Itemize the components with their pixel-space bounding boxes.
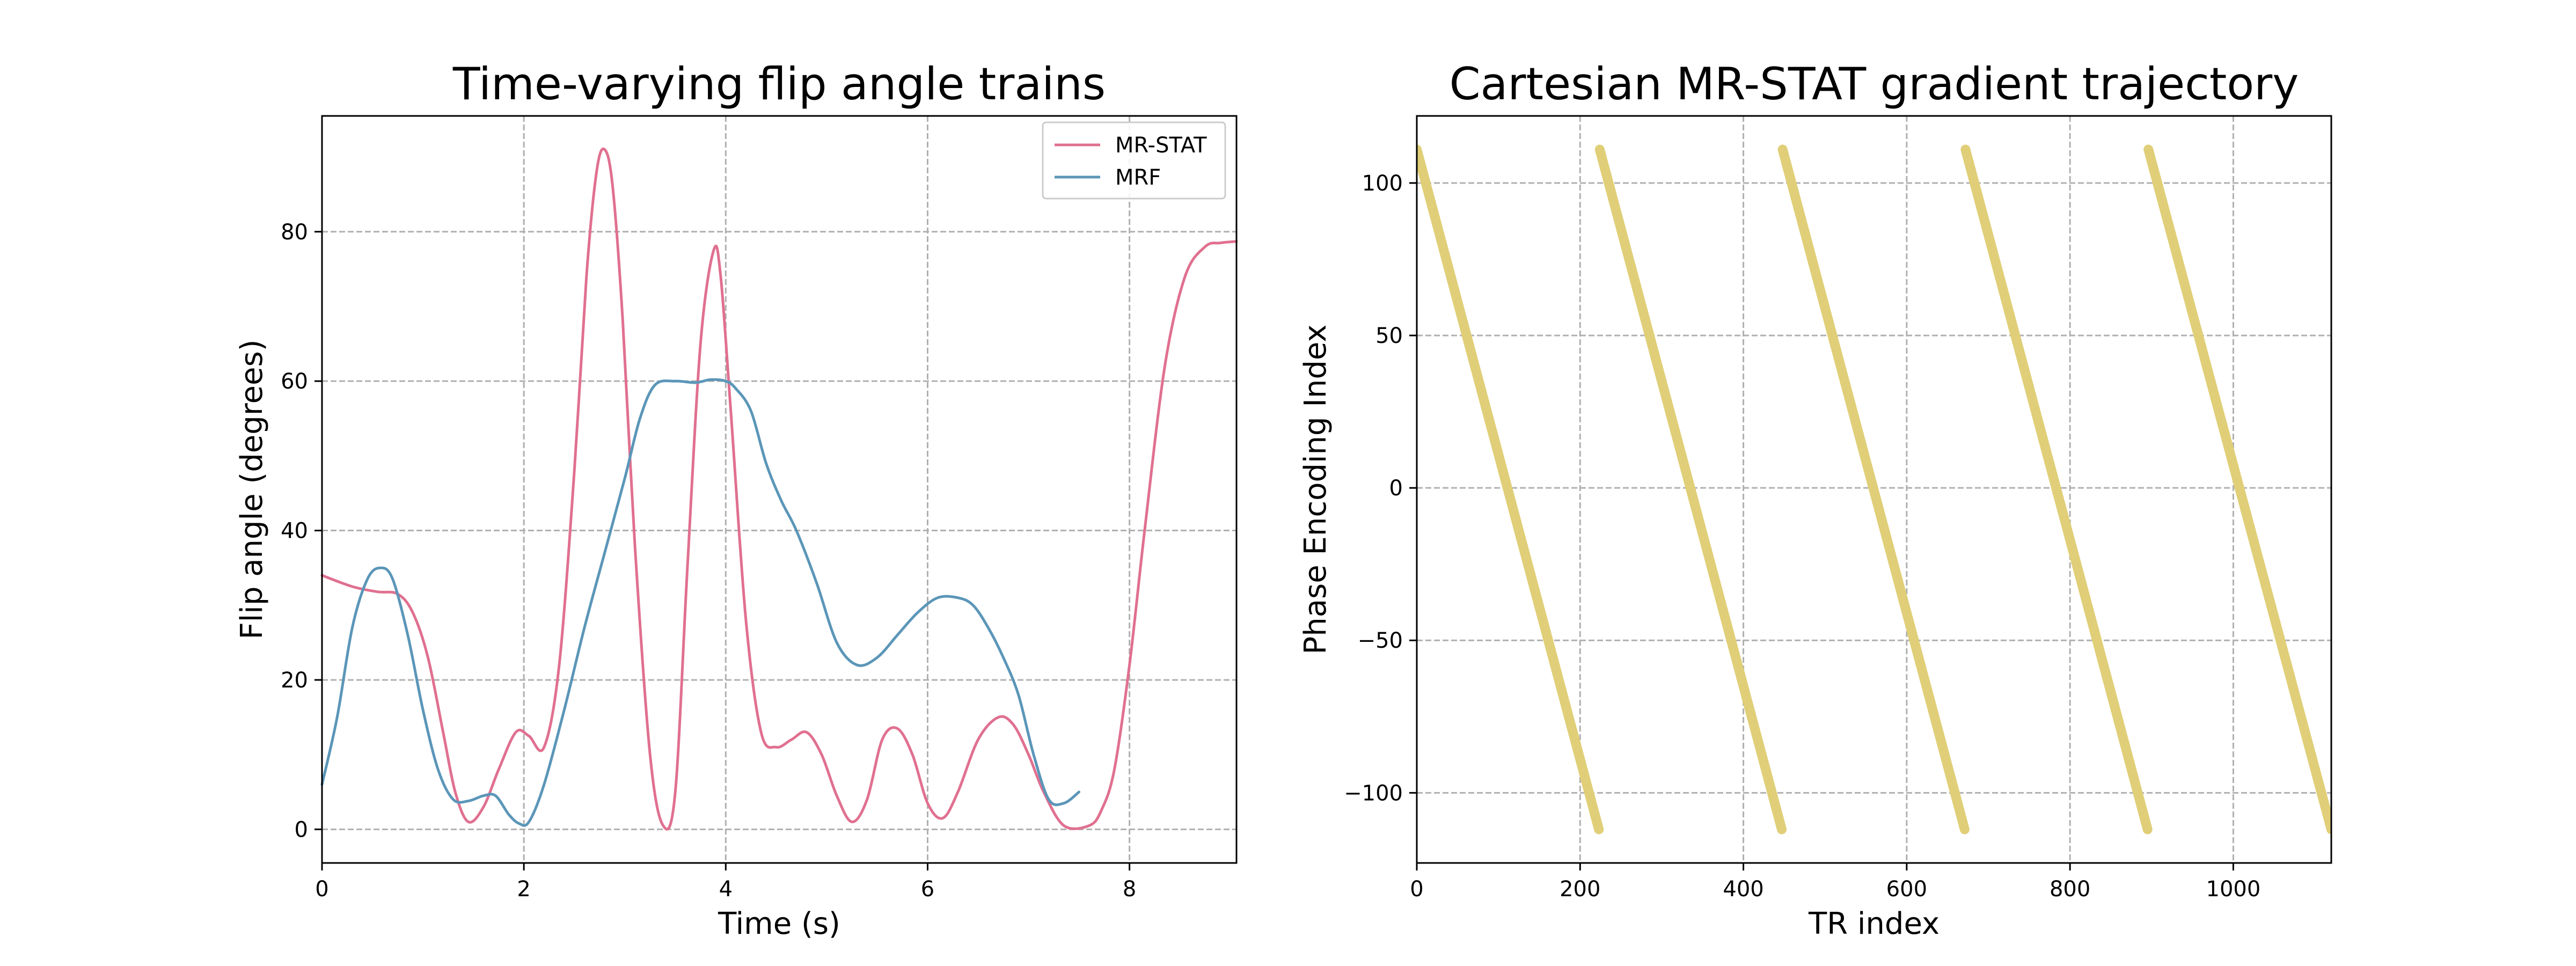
trajectory-x-tick-label: 800 <box>2050 877 2090 902</box>
flip-angle-gridlines <box>321 116 1236 863</box>
trajectory-x-tick-label: 0 <box>1410 877 1423 902</box>
trajectory-y-tick-label: −50 <box>1358 628 1403 653</box>
flip-angle-chart-title: Time-varying flip angle trains <box>452 58 1106 110</box>
flip-angle-y-tick-label: 80 <box>281 220 308 245</box>
flip-angle-x-tick-label: 6 <box>921 877 934 902</box>
flip-angle-y-tick-label: 60 <box>281 369 308 394</box>
series-line-mr-stat <box>320 147 1238 831</box>
flip-angle-y-tick-label: 0 <box>295 817 308 842</box>
trajectory-y-tick-label: 50 <box>1375 324 1403 348</box>
flip-angle-legend: MR-STAT MRF <box>1042 121 1226 200</box>
trajectory-x-tick-label: 200 <box>1560 877 1600 902</box>
trajectory-segment-3 <box>1777 144 1970 835</box>
flip-angle-x-tick-label: 8 <box>1123 877 1136 902</box>
trajectory-plot-frame <box>1416 115 2332 864</box>
trajectory-x-tick-label: 1000 <box>2206 877 2261 902</box>
trajectory-x-tick-label: 600 <box>1886 877 1927 902</box>
trajectory-x-tick-label: 400 <box>1723 877 1763 902</box>
trajectory-y-tick-label: 0 <box>1389 476 1403 501</box>
flip-angle-y-tick-label: 40 <box>281 519 308 544</box>
trajectory-y-tick-label: −100 <box>1344 781 1403 806</box>
flip-angle-plot-frame <box>321 115 1238 864</box>
flip-angle-y-tick-label: 20 <box>281 668 308 693</box>
flip-angle-y-axis-label: Flip angle (degrees) <box>235 340 269 640</box>
trajectory-y-axis-label: Phase Encoding Index <box>1298 324 1333 654</box>
trajectory-x-axis-label: TR index <box>1808 906 1940 941</box>
legend-box <box>1042 121 1226 200</box>
trajectory-ticks: 0 200 400 600 800 1000 100 50 0 −50 −100 <box>1344 171 2260 902</box>
series-line-mrf <box>320 378 1081 827</box>
trajectory-segment-1 <box>1417 144 1604 835</box>
flip-angle-x-tick-label: 4 <box>719 877 733 902</box>
trajectory-segment-5 <box>2143 144 2331 835</box>
legend-mr-stat-label: MR-STAT <box>1115 133 1207 158</box>
trajectory-y-tick-label: 100 <box>1362 171 1403 196</box>
trajectory-segment-2 <box>1594 144 1787 835</box>
flip-angle-x-axis-label: Time (s) <box>718 906 840 941</box>
legend-mrf-label: MRF <box>1115 165 1161 190</box>
flip-angle-series-lines <box>320 147 1238 831</box>
flip-angle-x-tick-label: 2 <box>517 877 530 902</box>
trajectory-segment-4 <box>1960 144 2153 835</box>
trajectory-series-lines <box>1417 144 2331 835</box>
gradient-trajectory-chart: 0 200 400 600 800 1000 100 50 0 −50 −100 Cartesian… <box>1298 58 2332 941</box>
flip-angle-x-tick-label: 0 <box>315 877 328 902</box>
trajectory-chart-title: Cartesian MR-STAT gradient trajectory <box>1450 58 2299 110</box>
